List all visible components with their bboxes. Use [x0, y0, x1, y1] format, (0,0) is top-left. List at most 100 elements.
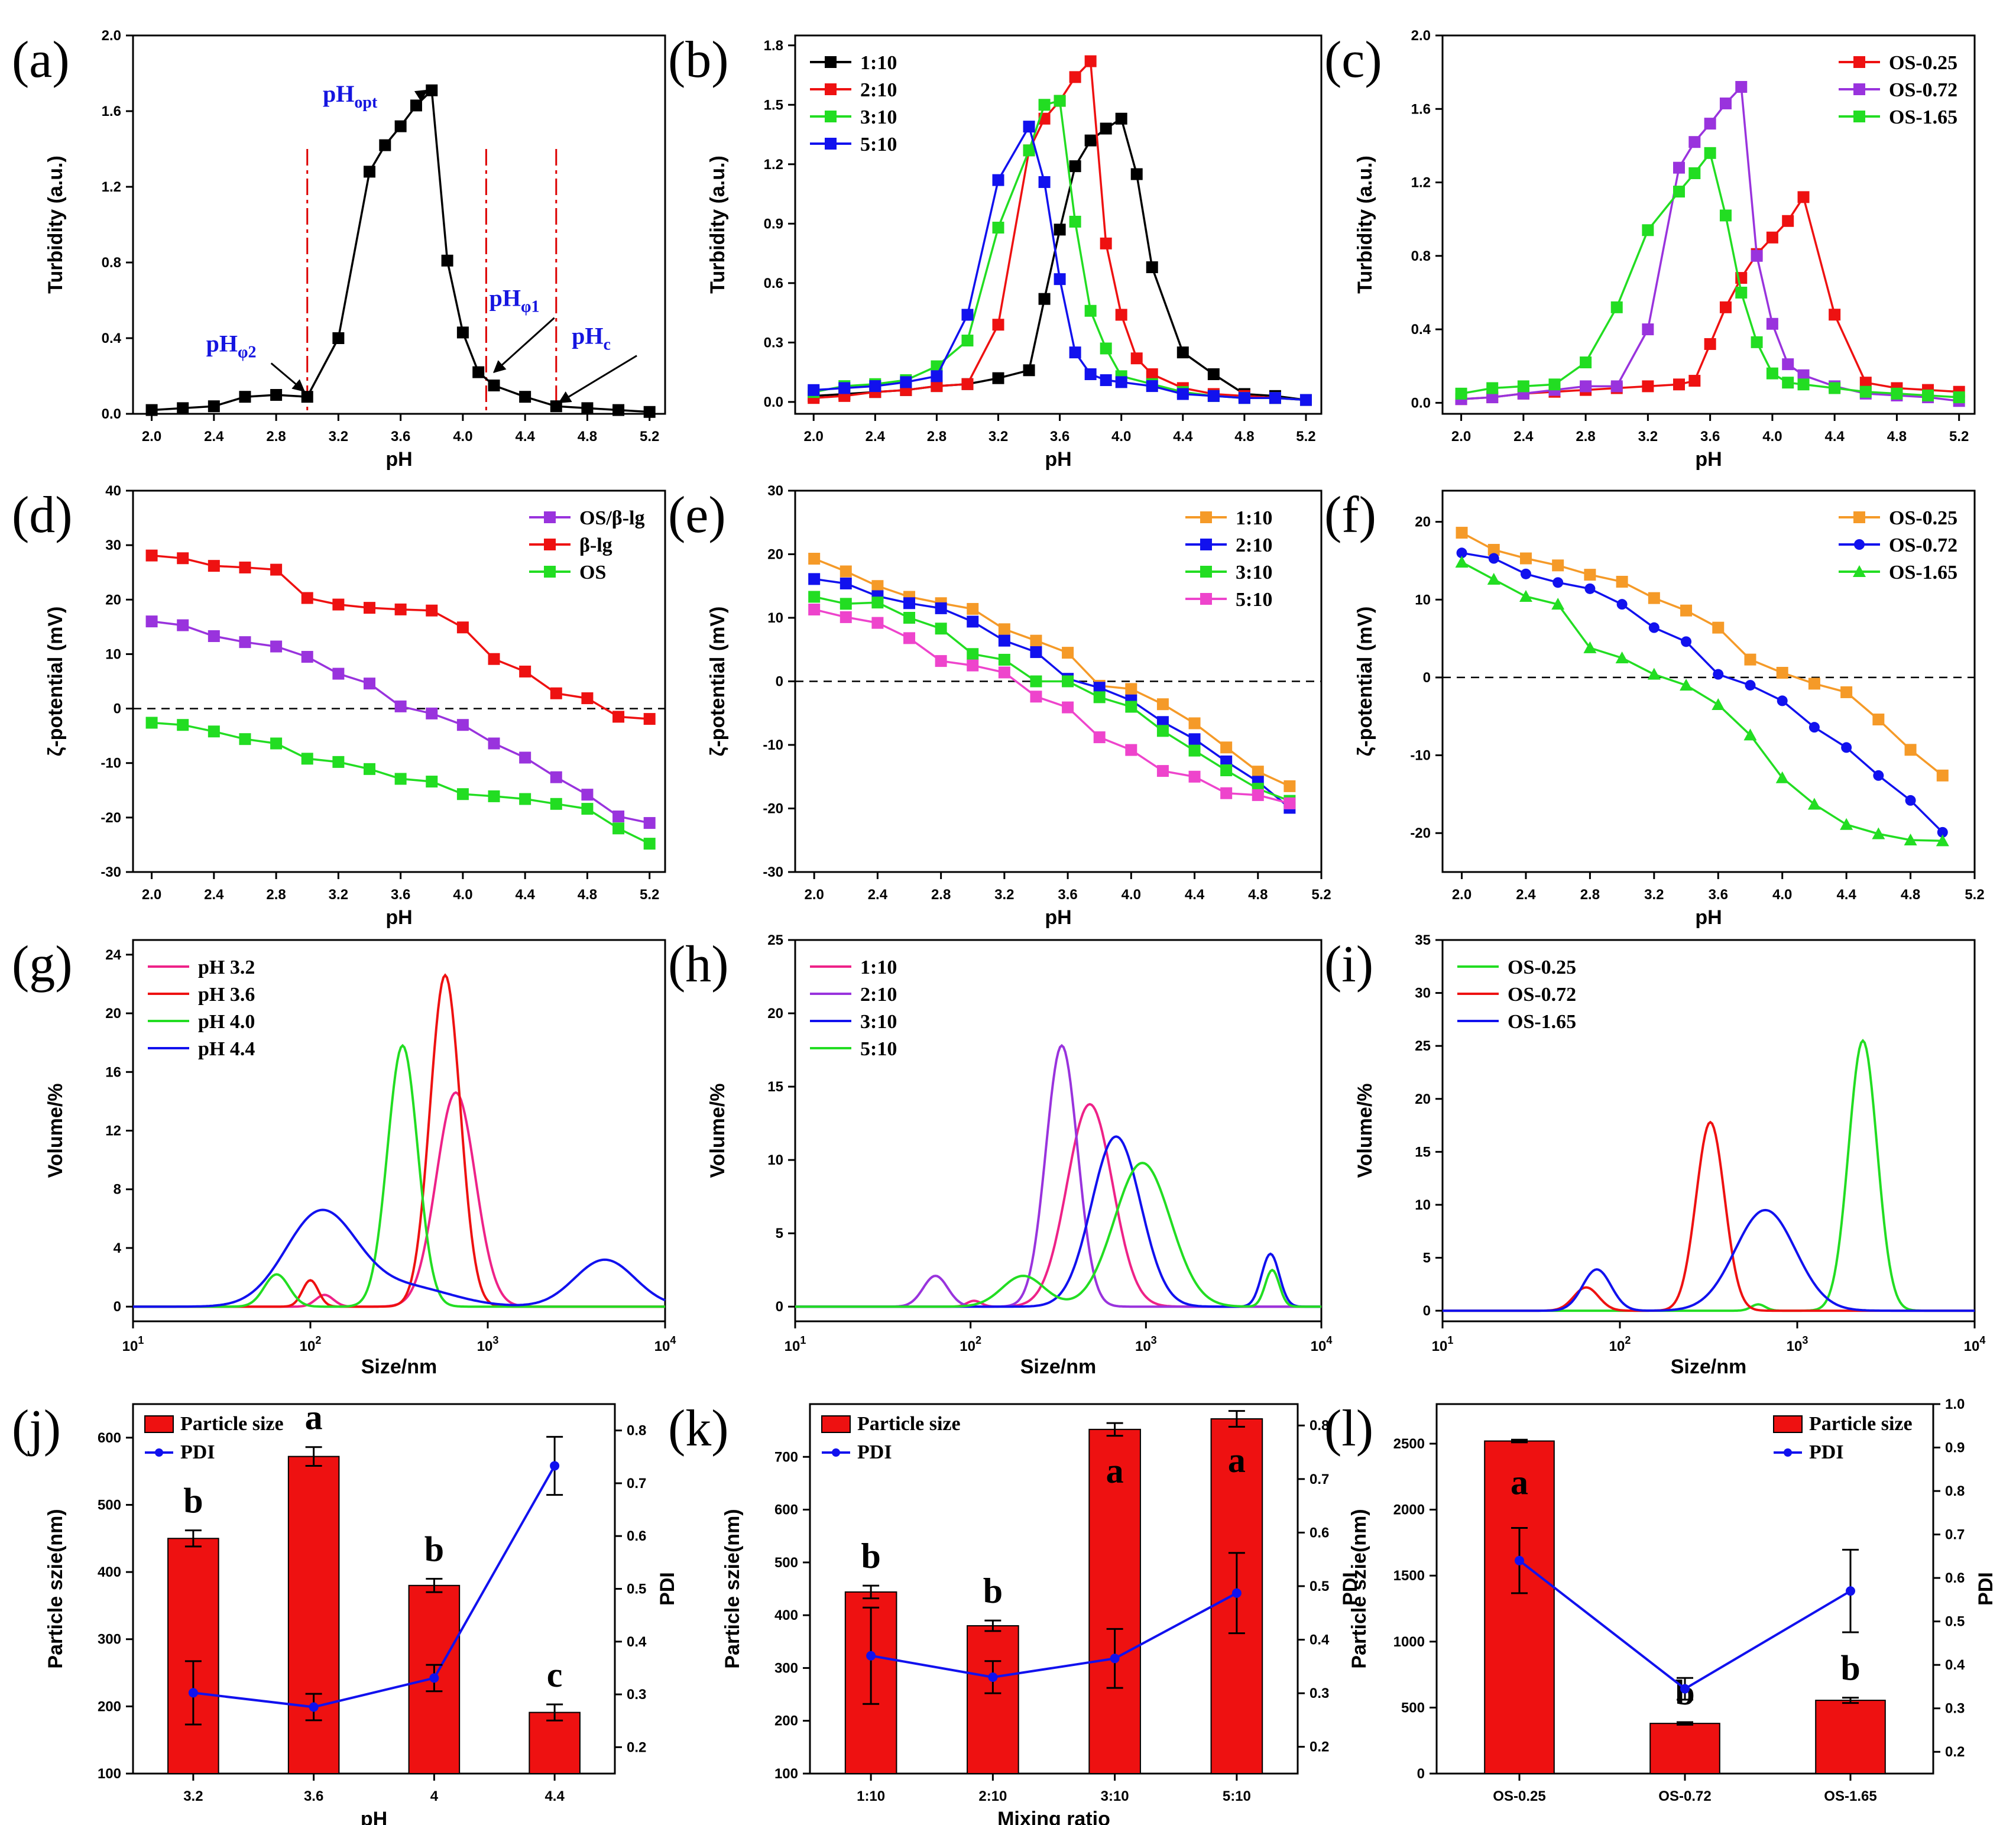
data-point [1610, 380, 1623, 393]
bar [1088, 1428, 1141, 1775]
data-point [1030, 675, 1042, 688]
legend-label: 2:10 [860, 79, 897, 101]
x-tick-label: 2.0 [804, 887, 824, 903]
data-point [1808, 722, 1820, 733]
significance-letter: b [183, 1482, 203, 1521]
legend-swatch [821, 1415, 851, 1433]
data-point [1782, 358, 1794, 371]
y2-axis-title: PDI [1975, 1572, 1997, 1606]
y-tick-label: 0.2 [1310, 1739, 1329, 1755]
x-tick-label: 4.4 [515, 429, 535, 445]
y-tick-label: -20 [763, 801, 783, 817]
data-point [1735, 80, 1748, 93]
plot-frame [1441, 34, 1976, 415]
data-point [1891, 387, 1903, 400]
data-point [1069, 71, 1081, 83]
data-point [1188, 717, 1201, 730]
y-tick-label: 500 [774, 1555, 798, 1571]
distribution-curve [1443, 1120, 1975, 1312]
annotation-arrow [558, 355, 637, 404]
data-point [967, 659, 979, 672]
data-point [1873, 770, 1884, 781]
x-tick-label: 2.8 [927, 429, 947, 445]
data-point [1782, 215, 1794, 227]
data-point [1775, 771, 1789, 783]
data-point [1093, 731, 1106, 744]
data-point [1084, 134, 1097, 147]
data-point [456, 788, 469, 800]
x-tick-label: 3.6 [1700, 429, 1720, 445]
data-point [825, 83, 837, 95]
y-tick-label: 0.5 [1310, 1578, 1329, 1594]
y-tick-label: 0.4 [1411, 322, 1431, 338]
x-tick-label: 4.0 [453, 887, 472, 903]
annotation-arrow [414, 89, 429, 102]
y-tick-label: 0.9 [1945, 1440, 1965, 1456]
y-tick-label: 0.3 [1310, 1685, 1329, 1701]
y-axis-title: Particle szie(nm) [721, 1509, 744, 1668]
data-point [840, 565, 852, 578]
data-point [1054, 95, 1066, 107]
data-point [1188, 733, 1201, 745]
data-point [1704, 147, 1716, 159]
data-point [1936, 769, 1949, 782]
data-point [961, 335, 974, 347]
legend-label: β-lg [579, 534, 612, 556]
x-tick-label: 3:10 [1101, 1788, 1129, 1804]
y-axis-title: Volume/% [44, 1084, 67, 1178]
data-point [998, 653, 1010, 666]
data-point [1751, 249, 1763, 262]
y-tick-label: 200 [774, 1713, 798, 1729]
y-axis-title: Particle szie(nm) [44, 1509, 67, 1668]
data-point [967, 648, 979, 660]
y-tick-label: 0.5 [627, 1581, 646, 1597]
data-point [581, 803, 594, 815]
y-tick-label: 30 [105, 537, 121, 553]
y-tick-label: 2.0 [102, 28, 121, 44]
y-tick-label: 1.2 [764, 157, 783, 173]
data-point [519, 751, 531, 764]
x-tick-label: OS-0.72 [1658, 1788, 1711, 1804]
plot-frame [1441, 939, 1976, 1322]
data-point [1069, 160, 1081, 173]
data-point [1735, 286, 1748, 299]
data-point [1610, 301, 1623, 313]
legend-marker [1784, 1448, 1792, 1457]
y-tick-label: 300 [774, 1660, 798, 1676]
distribution-curve [795, 1135, 1321, 1308]
legend-label: OS-1.65 [1889, 106, 1957, 128]
data-point [1688, 136, 1701, 148]
x-tick-label: 3.2 [1638, 429, 1658, 445]
data-point [488, 790, 500, 802]
y-tick-label: 0.6 [1945, 1570, 1965, 1586]
legend-label: 3:10 [860, 106, 897, 128]
panel-label: (c) [1324, 31, 1382, 89]
data-point [1648, 622, 1660, 633]
plot-frame [132, 34, 666, 415]
data-point [208, 725, 220, 738]
data-point [1647, 667, 1661, 680]
plot-frame [794, 34, 1323, 415]
y-tick-label: 20 [1415, 514, 1431, 530]
y-tick-label: 0.2 [627, 1739, 646, 1755]
data-point [1156, 765, 1169, 777]
data-point [1030, 634, 1042, 647]
data-point [519, 793, 531, 805]
legend-label: OS-0.25 [1889, 52, 1957, 74]
x-tick-label: 3.2 [988, 429, 1008, 445]
data-point [364, 763, 375, 775]
chart-panel-e: (e) 2.0 2.4 2.8 3.2 3.6 4.0 4.4 4.8 5.2 -30 -20 -10 0… [668, 483, 1331, 929]
data-point [1062, 701, 1074, 714]
data-point [1130, 352, 1143, 365]
x-tick-label: 3.6 [1058, 887, 1077, 903]
y-axis-title: Particle szie(nm) [1348, 1509, 1370, 1668]
x-tick-label: 1:10 [857, 1788, 885, 1804]
x-axis-title: Size/nm [1020, 1356, 1096, 1378]
x-tick-label: 2.4 [868, 887, 888, 903]
data-point [1688, 375, 1701, 387]
bar [167, 1538, 219, 1774]
legend-label: Particle size [857, 1413, 961, 1435]
legend-label: OS-0.72 [1508, 984, 1576, 1006]
data-point [612, 711, 625, 723]
pdi-point [1515, 1555, 1524, 1565]
